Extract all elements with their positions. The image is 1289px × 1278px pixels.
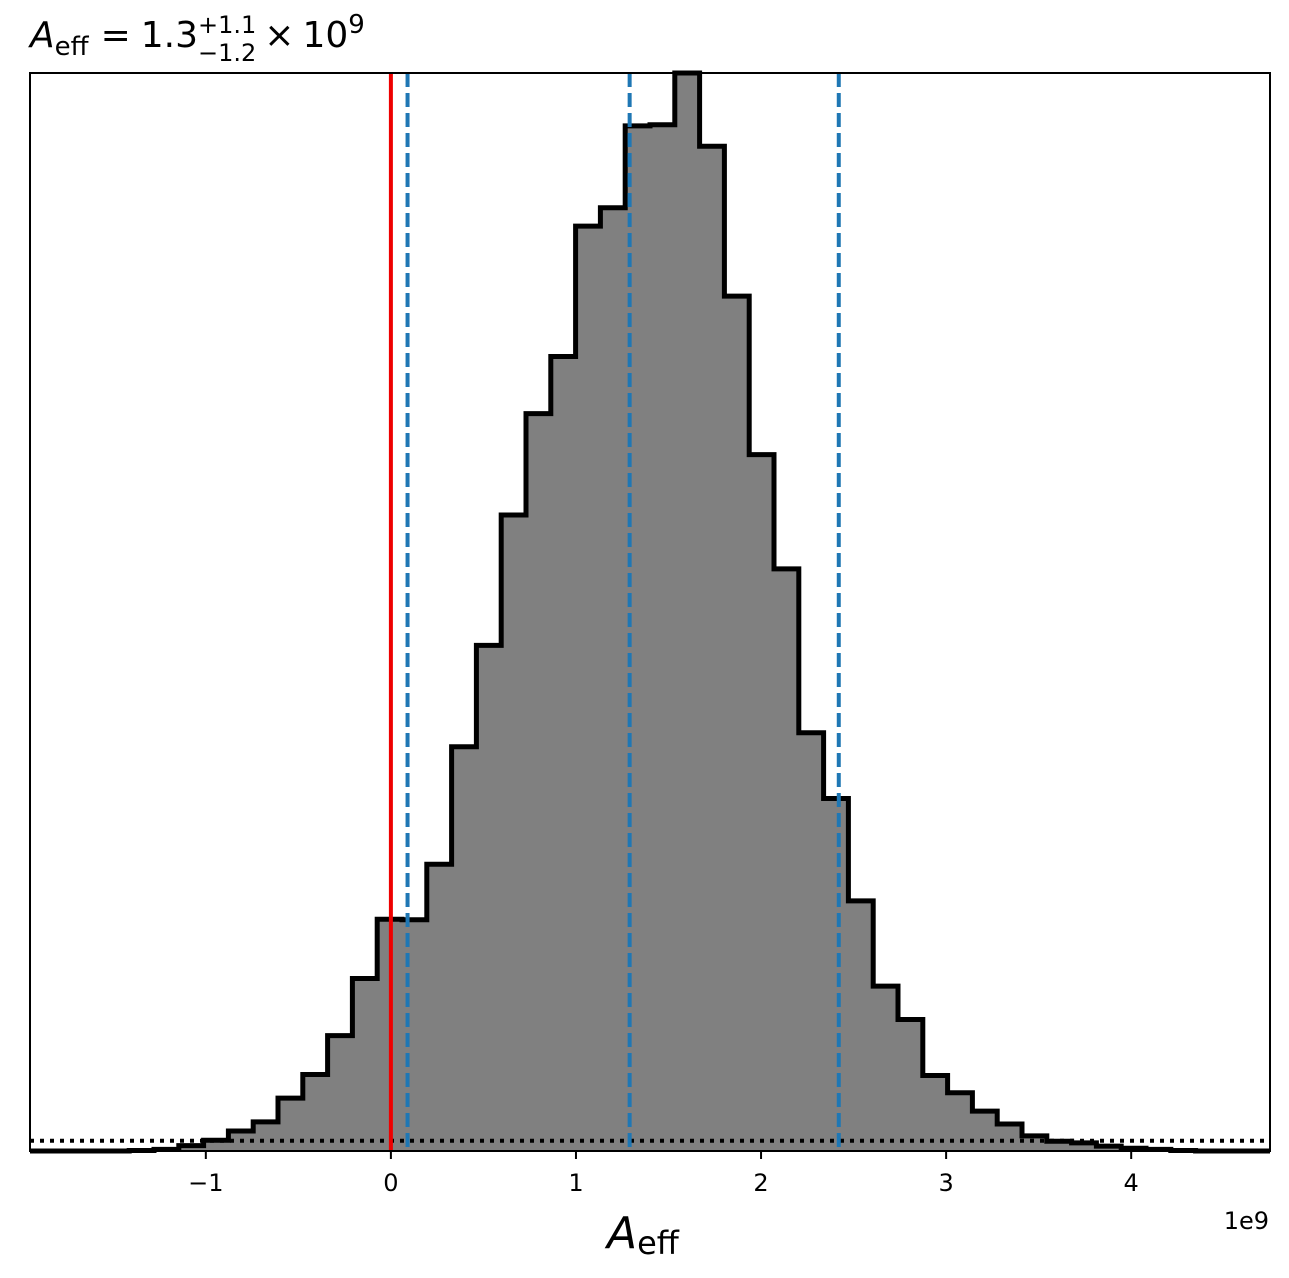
title-upper-error: +1.1 xyxy=(198,11,256,39)
title-lower-error: −1.2 xyxy=(198,39,256,67)
x-tick-label: 1 xyxy=(568,1169,583,1197)
histogram-bar xyxy=(650,124,676,1151)
histogram-bar xyxy=(526,413,552,1151)
xlabel-subscript: eff xyxy=(637,1224,680,1262)
histogram-bar xyxy=(203,1140,229,1151)
histogram-bar xyxy=(922,1075,949,1151)
title-symbol: A xyxy=(28,15,55,56)
title-median: 1.3 xyxy=(141,15,198,56)
histogram-bar xyxy=(699,146,725,1151)
title-exponent: 9 xyxy=(348,10,365,40)
histogram-bar xyxy=(724,296,750,1151)
histogram-bar xyxy=(848,900,874,1151)
histogram-outline xyxy=(30,70,1270,1154)
histogram-bar xyxy=(178,1145,205,1151)
x-tick-label: 3 xyxy=(938,1169,953,1197)
x-axis-label: Aeff xyxy=(604,1208,680,1262)
histogram-bar xyxy=(1071,1142,1097,1151)
histogram-bar xyxy=(501,514,527,1151)
histogram-bar xyxy=(426,864,453,1151)
histogram-bar xyxy=(600,207,626,1151)
histogram-bar xyxy=(873,986,899,1151)
histogram-bar xyxy=(798,732,825,1151)
histogram-bar xyxy=(476,645,502,1151)
x-tick-label: 4 xyxy=(1124,1169,1139,1197)
xlabel-symbol: A xyxy=(604,1208,637,1259)
histogram-bar xyxy=(1046,1141,1073,1151)
histogram-bar xyxy=(253,1121,279,1151)
histogram-bar xyxy=(451,746,477,1151)
chart-title: Aeff = 1.3+1.1 −1.2 × 109 xyxy=(28,10,365,67)
x-tick-label: 2 xyxy=(753,1169,768,1197)
axes-frame xyxy=(29,72,1271,1152)
histogram-bar xyxy=(774,568,800,1151)
x-tick-label: 0 xyxy=(383,1169,398,1197)
histogram-bar xyxy=(823,798,849,1151)
x-tick-label: −1 xyxy=(188,1169,223,1197)
histogram-bar xyxy=(327,1035,353,1151)
reference-lines xyxy=(30,73,1270,1151)
histogram-bar xyxy=(749,454,775,1151)
title-equals: = xyxy=(101,15,131,56)
histogram-bar xyxy=(674,73,701,1151)
histogram-bar xyxy=(898,1019,924,1151)
title-base: 10 xyxy=(302,15,348,56)
x-axis-ticks: −1 0 1 2 3 4 xyxy=(188,1151,1139,1197)
histogram-bar xyxy=(972,1111,998,1151)
title-times: × xyxy=(264,15,294,56)
histogram-bar xyxy=(997,1124,1023,1151)
x-axis-offset-label: 1e9 xyxy=(1224,1207,1269,1235)
histogram-bar xyxy=(278,1098,304,1151)
histogram-bar xyxy=(302,1074,329,1151)
title-subscript: eff xyxy=(55,32,90,62)
histogram-bar xyxy=(550,356,577,1151)
histogram-bar xyxy=(352,978,378,1151)
histogram-bar xyxy=(575,226,601,1152)
